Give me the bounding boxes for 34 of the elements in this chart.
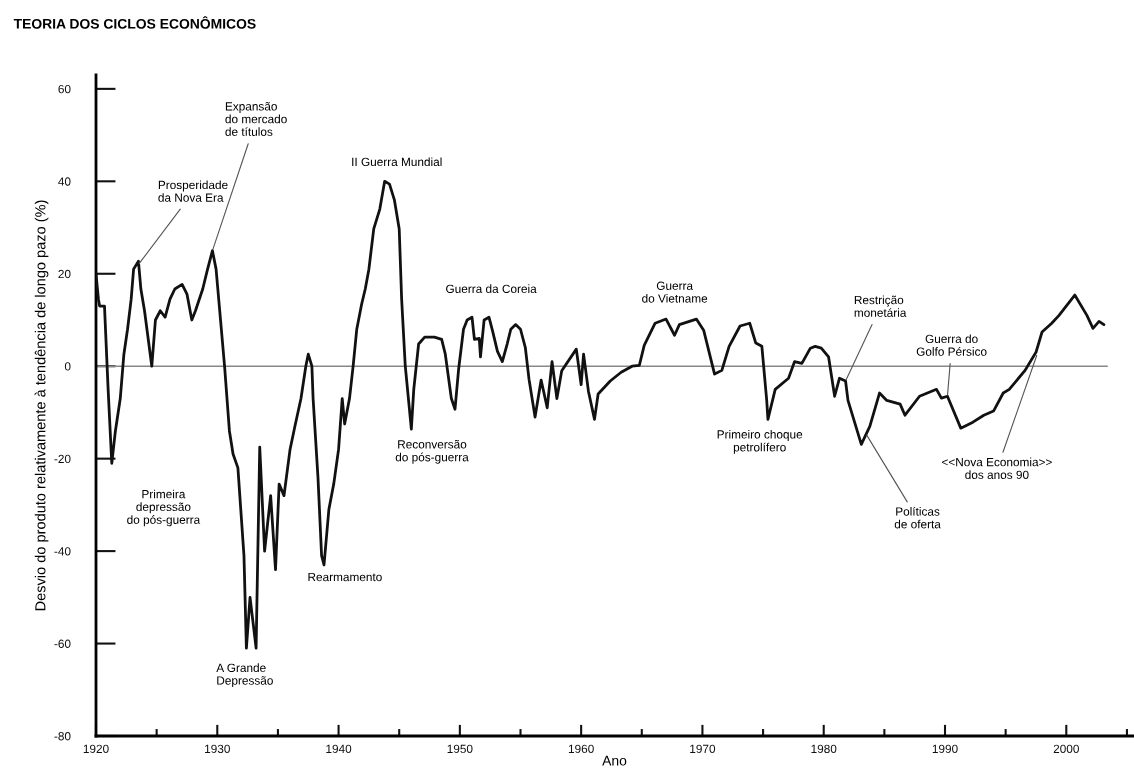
chart-title: TEORIA DOS CICLOS ECONÔMICOS [13, 16, 256, 29]
annotation: Primeiro choque petrolífero [717, 429, 803, 454]
annotation: Prosperidade da Nova Era [158, 180, 228, 202]
y-tick-label: 60 [58, 84, 71, 94]
annotation: Guerra do Vietname [642, 281, 708, 303]
y-tick-label: -80 [54, 732, 71, 741]
x-tick-label: 1950 [447, 744, 473, 753]
annotation: Guerra da Coreia [446, 284, 537, 293]
annotation: A Grande Depressão [216, 663, 273, 688]
annotation: Restrição monetária [854, 295, 907, 317]
x-tick-label: 1960 [568, 744, 594, 753]
annotation: Primeira depressão do pós-guerra [127, 489, 201, 527]
annotation: Políticas de oferta [894, 506, 941, 529]
x-tick-label: 1990 [932, 744, 958, 753]
annotation: II Guerra Mundial [352, 157, 442, 167]
annotation: Expansão do mercado de títulos [225, 101, 287, 136]
annotation: <<Nova Economia>> dos anos 90 [942, 457, 1052, 479]
y-tick-label: -40 [54, 547, 71, 556]
y-tick-label: 40 [58, 177, 71, 186]
annotation: Rearmamento [308, 572, 382, 582]
x-tick-label: 1930 [205, 744, 230, 753]
y-tick-label: -60 [54, 639, 71, 648]
x-axis-title: Ano [602, 755, 627, 766]
annotation: Reconversão do pós-guerra [395, 439, 469, 464]
y-tick-label: -20 [54, 454, 71, 464]
y-tick-label: 0 [64, 362, 71, 371]
x-tick-label: 1970 [690, 744, 716, 753]
x-tick-label: 1940 [326, 744, 352, 753]
y-axis-title: Desvio do produto relativamente à tendência de longo pazo (%) [34, 200, 49, 611]
annotation: Guerra do Golfo Pérsico [916, 334, 987, 356]
x-tick-label: 1920 [83, 744, 109, 753]
x-tick-label: 1980 [811, 744, 837, 753]
x-tick-label: 2000 [1053, 744, 1079, 753]
y-tick-label: 20 [58, 269, 71, 279]
